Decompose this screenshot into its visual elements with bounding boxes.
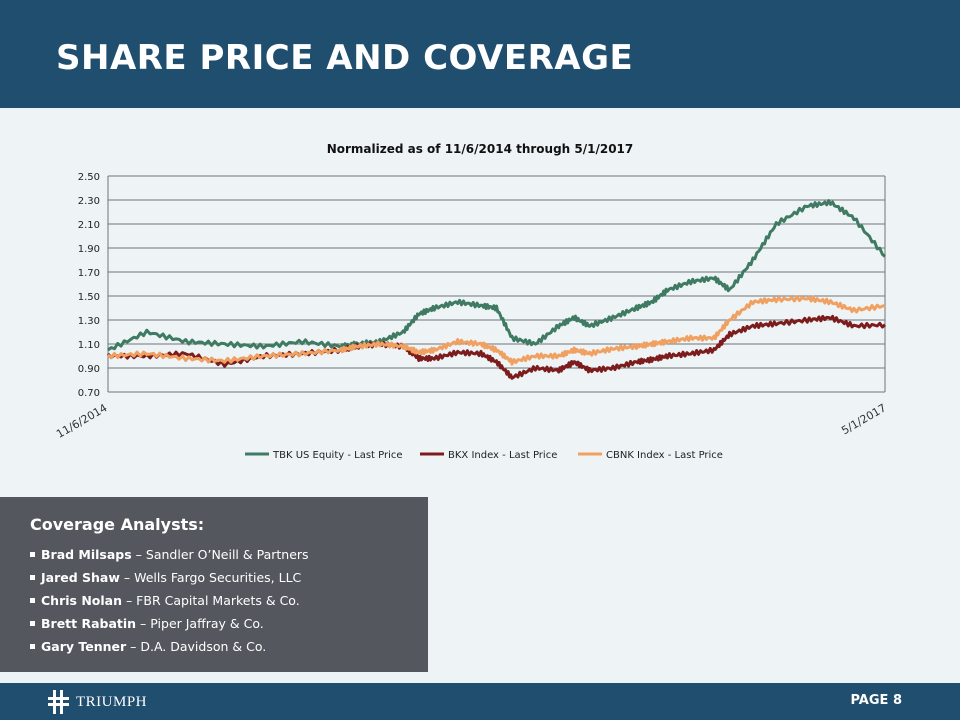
y-tick-label: 1.10: [78, 340, 100, 351]
y-tick-label: 2.30: [78, 196, 100, 207]
y-tick-label: 1.70: [78, 268, 100, 279]
analyst-firm: – Sandler O’Neill & Partners: [131, 547, 309, 562]
analyst-item: Brett Rabatin – Piper Jaffray & Co.: [30, 612, 309, 635]
y-tick-label: 2.10: [78, 220, 100, 231]
chart-title: Normalized as of 11/6/2014 through 5/1/2…: [326, 142, 634, 156]
legend-label: CBNK Index - Last Price: [606, 450, 723, 461]
series-line-3: [107, 295, 886, 366]
y-tick-label: 0.70: [78, 388, 100, 399]
chart-svg: 2.50 2.30 2.10 1.90 1.70 1.50 1.30 1.10 0.90 0.70…: [54, 172, 888, 461]
x-tick-label-start: 11/6/2014: [54, 401, 109, 440]
analyst-item: Brad Milsaps – Sandler O’Neill & Partner…: [30, 543, 309, 566]
analyst-item: Chris Nolan – FBR Capital Markets & Co.: [30, 589, 309, 612]
triumph-cross-icon: [48, 690, 69, 714]
analyst-list: Brad Milsaps – Sandler O’Neill & Partner…: [30, 543, 309, 658]
coverage-analysts-panel: Coverage Analysts: Brad Milsaps – Sandle…: [0, 497, 428, 672]
analyst-item: Jared Shaw – Wells Fargo Securities, LLC: [30, 566, 309, 589]
header-bar: SHARE PRICE AND COVERAGE: [0, 0, 960, 108]
analyst-firm: – Piper Jaffray & Co.: [136, 616, 264, 631]
analyst-name: Jared Shaw: [41, 570, 120, 585]
chart-grid: [107, 175, 886, 393]
analyst-name: Brad Milsaps: [41, 547, 132, 562]
analyst-item: Gary Tenner – D.A. Davidson & Co.: [30, 635, 309, 658]
chart-series: [106, 199, 886, 380]
bullet-icon: [30, 552, 35, 557]
bullet-icon: [30, 621, 35, 626]
legend-label: BKX Index - Last Price: [448, 450, 557, 461]
y-tick-label: 1.90: [78, 244, 100, 255]
y-tick-label: 2.50: [78, 172, 100, 183]
logo-text: TRIUMPH: [76, 693, 148, 710]
coverage-analysts-heading: Coverage Analysts:: [30, 515, 205, 534]
footer-bar: TRIUMPH PAGE 8: [0, 683, 960, 720]
y-tick-label: 0.90: [78, 364, 100, 375]
analyst-firm: – FBR Capital Markets & Co.: [121, 593, 300, 608]
y-tick-label: 1.50: [78, 292, 100, 303]
analyst-name: Brett Rabatin: [41, 616, 137, 631]
page-title: SHARE PRICE AND COVERAGE: [56, 38, 634, 78]
y-tick-label: 1.30: [78, 316, 100, 327]
bullet-icon: [30, 598, 35, 603]
triumph-logo: TRIUMPH: [48, 689, 147, 715]
analyst-name: Chris Nolan: [41, 593, 122, 608]
x-tick-label-end: 5/1/2017: [839, 401, 888, 437]
analyst-firm: – D.A. Davidson & Co.: [126, 639, 267, 654]
legend-label: TBK US Equity - Last Price: [272, 450, 403, 461]
y-axis-ticks: 2.50 2.30 2.10 1.90 1.70 1.50 1.30 1.10 0.90 0.70: [78, 172, 100, 399]
page-number: PAGE 8: [850, 693, 902, 708]
analyst-firm: – Wells Fargo Securities, LLC: [119, 570, 302, 585]
series-line-1: [107, 199, 886, 352]
analyst-name: Gary Tenner: [41, 639, 127, 654]
share-price-chart: Normalized as of 11/6/2014 through 5/1/2…: [0, 120, 960, 480]
bullet-icon: [30, 575, 35, 580]
chart-legend: TBK US Equity - Last Price BKX Index - La…: [245, 450, 723, 461]
bullet-icon: [30, 644, 35, 649]
